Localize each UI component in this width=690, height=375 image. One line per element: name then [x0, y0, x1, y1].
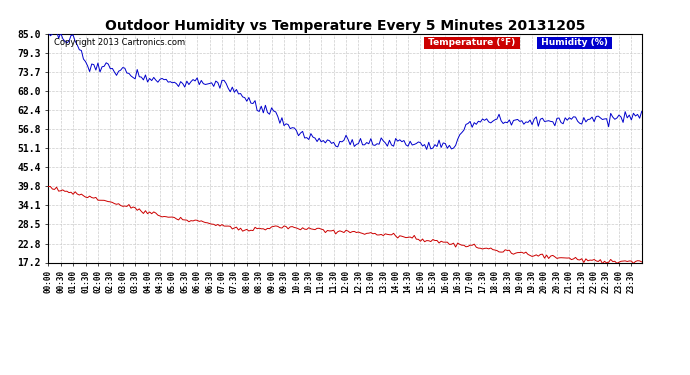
Text: Temperature (°F): Temperature (°F) — [425, 38, 518, 47]
Title: Outdoor Humidity vs Temperature Every 5 Minutes 20131205: Outdoor Humidity vs Temperature Every 5 … — [105, 19, 585, 33]
Text: Humidity (%): Humidity (%) — [538, 38, 611, 47]
Text: Copyright 2013 Cartronics.com: Copyright 2013 Cartronics.com — [55, 38, 186, 47]
